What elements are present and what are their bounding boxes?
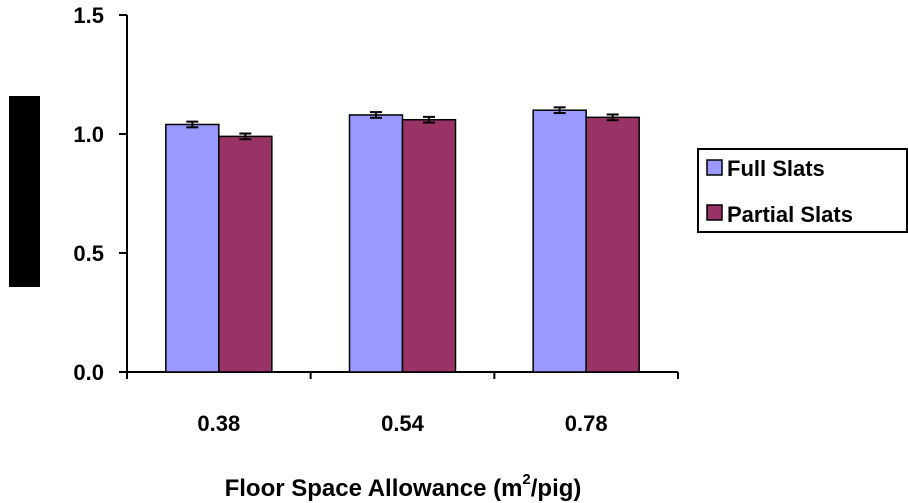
y-tick-label: 1.0 bbox=[73, 122, 104, 147]
bar-partial-slats-0.38 bbox=[218, 135, 273, 373]
bar-partial-slats-0.78 bbox=[585, 116, 640, 373]
error-bars bbox=[186, 106, 619, 141]
error-bar-full-slats-0.78 bbox=[553, 106, 566, 115]
y-ticks: 0.0 0.5 1.0 1.5 bbox=[73, 3, 127, 385]
legend-box bbox=[697, 148, 908, 233]
bars bbox=[165, 109, 640, 373]
legend: Full Slats Partial Slats bbox=[697, 148, 908, 233]
x-axis-label-prefix: Floor Space Allowance (m bbox=[225, 475, 523, 502]
x-axis-label: Floor Space Allowance (m2/pig) bbox=[225, 471, 582, 502]
bar-full-slats-0.78 bbox=[532, 109, 587, 373]
x-tick-label: 0.78 bbox=[565, 411, 608, 436]
legend-label-partial-slats: Partial Slats bbox=[727, 202, 853, 227]
x-axis-label-sup: 2 bbox=[522, 471, 530, 488]
error-bar-partial-slats-0.54 bbox=[423, 115, 435, 124]
bar-full-slats-0.54 bbox=[348, 114, 404, 373]
x-tick-label: 0.54 bbox=[381, 411, 425, 436]
y-tick-label: 1.5 bbox=[73, 3, 104, 28]
error-bar-full-slats-0.38 bbox=[186, 120, 199, 129]
legend-label-full-slats: Full Slats bbox=[727, 156, 825, 181]
error-bar-full-slats-0.54 bbox=[370, 111, 382, 119]
bar-full-slats-0.38 bbox=[165, 123, 220, 373]
y-tick-label: 0.0 bbox=[73, 360, 104, 385]
x-axis-label-suffix: /pig) bbox=[531, 475, 582, 502]
x-ticks: 0.38 0.54 0.78 bbox=[126, 372, 679, 436]
legend-swatch-full-slats bbox=[706, 159, 723, 176]
error-bar-partial-slats-0.38 bbox=[239, 132, 252, 141]
ylabel-redaction-box bbox=[9, 96, 40, 287]
error-bar-partial-slats-0.78 bbox=[606, 113, 619, 122]
legend-swatch-partial-slats bbox=[706, 204, 723, 221]
x-tick-label: 0.38 bbox=[197, 411, 240, 436]
y-tick-label: 0.5 bbox=[73, 241, 104, 266]
bar-partial-slats-0.54 bbox=[401, 118, 457, 373]
